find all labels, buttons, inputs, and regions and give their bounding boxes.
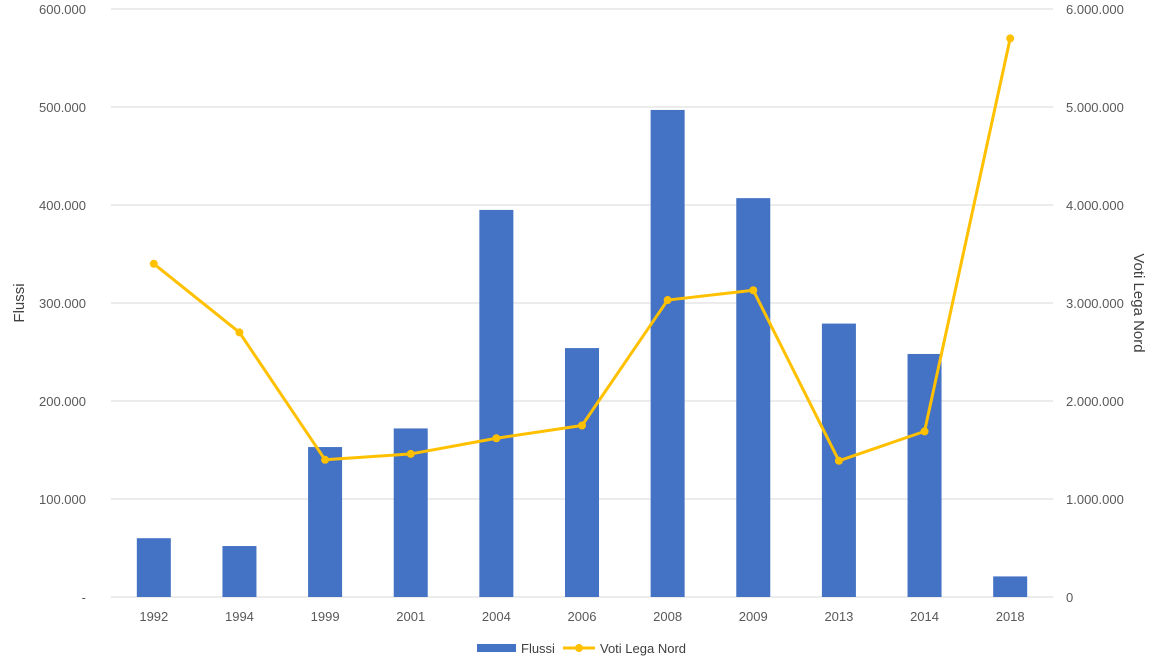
line-point	[149, 259, 158, 268]
line-point	[235, 328, 244, 337]
x-tick-label: 2018	[996, 609, 1025, 624]
legend-label-voti-lega-nord: Voti Lega Nord	[600, 641, 686, 656]
legend: Flussi Voti Lega Nord	[477, 641, 686, 656]
right-axis-ticks: 0 1.000.000 2.000.000 3.000.000 4.000.000 5.0…	[1066, 2, 1124, 605]
x-tick-label: 2006	[568, 609, 597, 624]
left-axis-ticks: - 100.000 200.000 300.000 400.000 500.000 600.…	[39, 2, 86, 605]
line-point	[834, 456, 843, 465]
x-tick-label: 2004	[482, 609, 511, 624]
x-tick-label: 1994	[225, 609, 254, 624]
left-tick-label: -	[82, 590, 86, 605]
right-tick-label: 4.000.000	[1066, 198, 1124, 213]
left-tick-label: 200.000	[39, 394, 86, 409]
left-tick-label: 100.000	[39, 492, 86, 507]
bar	[993, 576, 1028, 597]
right-tick-label: 0	[1066, 590, 1073, 605]
bar	[565, 348, 599, 597]
right-axis-title: Voti Lega Nord	[1130, 253, 1147, 352]
bar	[907, 353, 942, 597]
line-point	[321, 455, 330, 464]
legend-marker-voti-lega-nord	[575, 644, 583, 652]
legend-label-flussi: Flussi	[521, 641, 555, 656]
x-tick-label: 2008	[653, 609, 682, 624]
line-point	[920, 427, 929, 436]
x-tick-label: 2013	[824, 609, 853, 624]
bar	[736, 198, 771, 597]
bar	[479, 209, 514, 597]
line-point	[663, 296, 672, 305]
left-axis-title: Flussi	[11, 283, 28, 322]
x-tick-label: 2014	[910, 609, 939, 624]
bar	[308, 447, 343, 597]
left-tick-label: 500.000	[39, 100, 86, 115]
x-tick-label: 2009	[739, 609, 768, 624]
bar	[222, 546, 257, 597]
line-point	[578, 421, 586, 430]
x-tick-label: 1992	[139, 609, 168, 624]
right-tick-label: 1.000.000	[1066, 492, 1124, 507]
x-tick-label: 2001	[396, 609, 425, 624]
right-tick-label: 6.000.000	[1066, 2, 1124, 17]
x-tick-label: 1999	[311, 609, 340, 624]
line-point	[1006, 34, 1015, 43]
bar-series-flussi	[136, 109, 1028, 597]
left-tick-label: 600.000	[39, 2, 86, 17]
line-point	[749, 286, 758, 295]
x-axis-ticks: 1992 1994 1999 2001 2004 2006 2008 2009 2013 2014…	[139, 609, 1024, 624]
legend-swatch-flussi	[477, 644, 516, 652]
right-tick-label: 2.000.000	[1066, 394, 1124, 409]
bar	[136, 538, 171, 597]
left-tick-label: 400.000	[39, 198, 86, 213]
line-point	[406, 449, 415, 458]
line-point	[492, 434, 501, 443]
right-tick-label: 3.000.000	[1066, 296, 1124, 311]
right-tick-label: 5.000.000	[1066, 100, 1124, 115]
left-tick-label: 300.000	[39, 296, 86, 311]
line-series-voti-lega-nord	[149, 34, 1015, 465]
bar	[650, 109, 685, 597]
